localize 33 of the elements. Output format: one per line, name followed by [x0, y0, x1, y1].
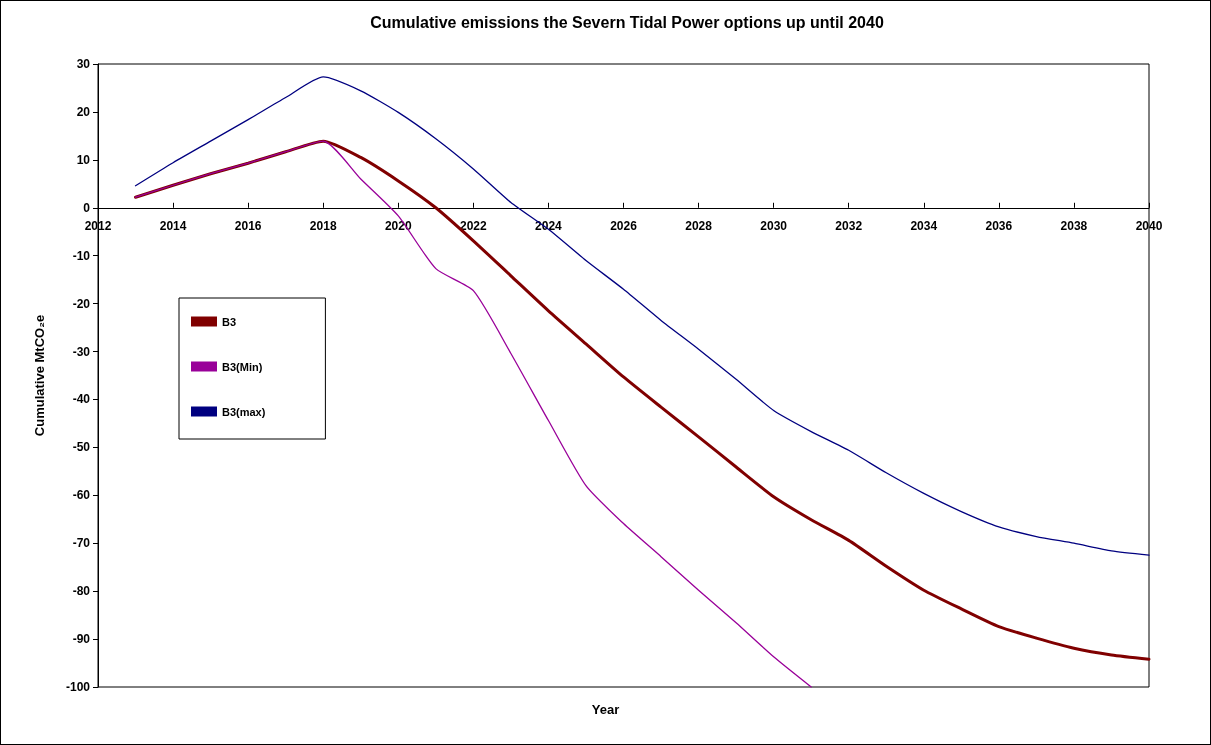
y-tick-label: 30 — [76, 57, 91, 71]
y-tick-label: -10 — [72, 248, 91, 263]
x-tick-label: 2026 — [610, 218, 638, 233]
y-tick-label: 20 — [76, 104, 91, 119]
y-tick-label: -100 — [65, 680, 91, 694]
legend-label: B3 — [222, 315, 237, 328]
y-tick-label: -30 — [72, 344, 91, 359]
x-tick-label: 2028 — [685, 218, 713, 233]
y-tick-label: 0 — [83, 200, 91, 215]
legend-label: B3(Min) — [222, 360, 263, 373]
y-tick-label: -80 — [72, 584, 91, 599]
y-tick-label: -70 — [72, 536, 91, 551]
chart-title: Cumulative emissions the Severn Tidal Power options up until 2040 — [370, 13, 884, 31]
x-tick-label: 2038 — [1060, 218, 1088, 233]
x-tick-label: 2022 — [460, 218, 488, 233]
x-axis-title: Year — [591, 702, 620, 717]
legend-label: B3(max) — [222, 405, 266, 418]
x-tick-label: 2034 — [910, 218, 938, 233]
x-tick-label: 2030 — [760, 218, 788, 233]
line-series — [134, 140, 812, 688]
y-axis-title: Cumulative MtCO₂e — [32, 314, 47, 437]
x-tick-label: 2036 — [985, 218, 1013, 233]
y-tick-label: -40 — [72, 392, 91, 407]
y-tick-label: 10 — [76, 152, 91, 167]
x-tick-label: 2016 — [234, 218, 262, 233]
y-tick-label: -50 — [72, 440, 91, 455]
x-tick-label: 2014 — [159, 218, 187, 233]
y-tick-label: -90 — [72, 632, 91, 647]
x-tick-label: 2018 — [309, 218, 337, 233]
y-tick-label: -60 — [72, 488, 91, 503]
y-tick-label: -20 — [72, 296, 91, 311]
x-tick-label: 2040 — [1135, 218, 1163, 233]
x-tick-label: 2032 — [835, 218, 863, 233]
